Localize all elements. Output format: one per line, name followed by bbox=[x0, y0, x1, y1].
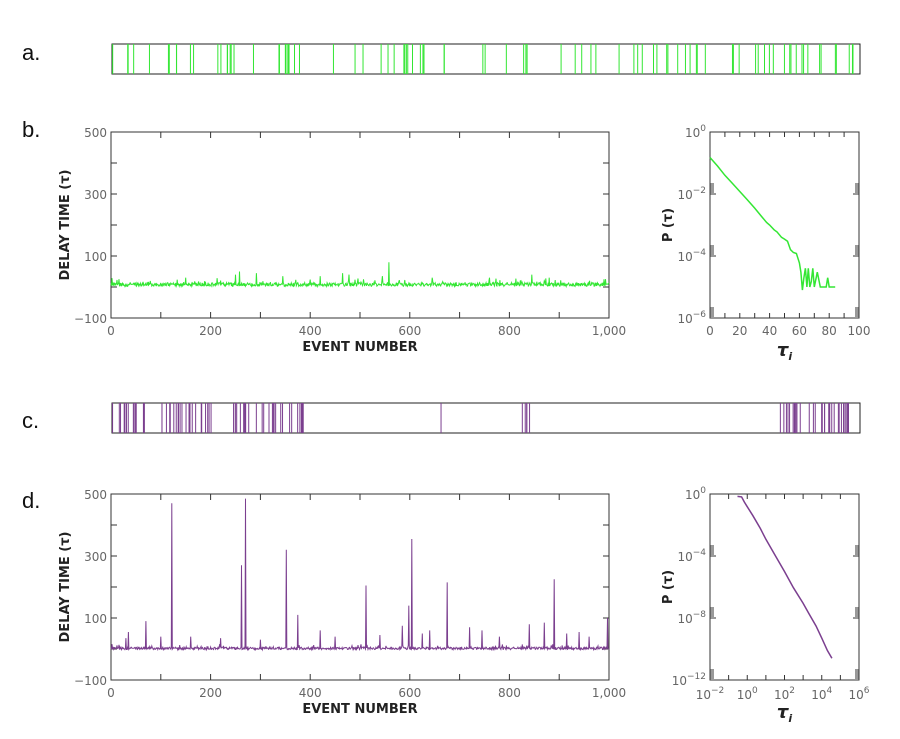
y-tick-label: 10−6 bbox=[677, 310, 706, 326]
y-axis-label: DELAY TIME (τ) bbox=[58, 532, 73, 643]
y-tick-label: 100 bbox=[685, 486, 706, 502]
plot-frame bbox=[709, 131, 860, 319]
x-tick-label: 800 bbox=[498, 324, 521, 338]
y-tick-label: 300 bbox=[84, 188, 107, 202]
x-tick-label: 102 bbox=[774, 686, 795, 702]
y-tick-label: 10−4 bbox=[677, 248, 706, 264]
x-tick-label: 20 bbox=[732, 324, 747, 338]
y-tick-label: 100 bbox=[84, 612, 107, 626]
plot-frame bbox=[110, 493, 610, 681]
y-tick-label: −100 bbox=[74, 674, 107, 688]
y-tick-label: 10−12 bbox=[672, 672, 706, 688]
tick-base: 10 bbox=[696, 688, 711, 702]
event-raster-c bbox=[111, 402, 861, 434]
raster-frame bbox=[111, 402, 861, 434]
x-tick-label: 40 bbox=[762, 324, 777, 338]
x-axis-label: EVENT NUMBER bbox=[302, 702, 417, 717]
x-tick-label: 80 bbox=[822, 324, 837, 338]
tick-exponent: −4 bbox=[693, 548, 707, 558]
tick-exponent: 0 bbox=[700, 486, 706, 496]
x-label-symbol: τ bbox=[777, 702, 789, 723]
panel-label-c: c. bbox=[22, 408, 39, 433]
x-tick-label: 800 bbox=[498, 686, 521, 700]
tick-base: 10 bbox=[737, 688, 752, 702]
distribution-line bbox=[737, 495, 833, 659]
x-axis-label: τi bbox=[777, 702, 793, 725]
tick-base: 10 bbox=[774, 688, 789, 702]
y-tick-label: 500 bbox=[84, 488, 107, 502]
plot-frame bbox=[709, 493, 860, 681]
tick-base: 10 bbox=[685, 126, 700, 140]
y-tick-label: 500 bbox=[84, 126, 107, 140]
x-tick-label: 106 bbox=[848, 686, 869, 702]
tick-base: 10 bbox=[811, 688, 826, 702]
delay-time-plot-b: 0 200 400 600 800 1,000 500 300 100 −100 EVENT NUM… bbox=[58, 126, 626, 355]
x-tick-label: 200 bbox=[199, 686, 222, 700]
x-axis-label: τi bbox=[777, 340, 793, 363]
y-tick-label: 100 bbox=[685, 124, 706, 140]
y-tick-label: 10−8 bbox=[677, 610, 706, 626]
y-tick-label: 10−2 bbox=[677, 186, 706, 202]
delay-time-plot-d: 0 200 400 600 800 1,000 500 300 100 −100 EVENT NUM… bbox=[58, 488, 626, 717]
tick-base: 10 bbox=[685, 488, 700, 502]
y-axis-label: DELAY TIME (τ) bbox=[58, 170, 73, 281]
panel-label-b: b. bbox=[22, 117, 40, 142]
tick-exponent: −2 bbox=[711, 686, 724, 696]
tick-base: 10 bbox=[677, 250, 692, 264]
tick-base: 10 bbox=[677, 312, 692, 326]
tick-exponent: −6 bbox=[693, 310, 707, 320]
tick-exponent: 4 bbox=[827, 686, 833, 696]
x-tick-label: 200 bbox=[199, 324, 222, 338]
x-tick-label: 0 bbox=[107, 324, 115, 338]
x-tick-label: 100 bbox=[737, 686, 758, 702]
y-tick-label: 100 bbox=[84, 250, 107, 264]
x-tick-label: 400 bbox=[299, 324, 322, 338]
tick-base: 10 bbox=[677, 188, 692, 202]
y-tick-label: −100 bbox=[74, 312, 107, 326]
x-label-symbol: τ bbox=[777, 340, 789, 361]
tick-base: 10 bbox=[677, 612, 692, 626]
distribution-line bbox=[709, 157, 836, 291]
panel-label-a: a. bbox=[22, 40, 40, 65]
tick-base: 10 bbox=[848, 688, 863, 702]
y-tick-label: 10−4 bbox=[677, 548, 706, 564]
x-axis-label: EVENT NUMBER bbox=[302, 340, 417, 355]
x-label-subscript: i bbox=[788, 350, 792, 363]
x-tick-label: 600 bbox=[398, 324, 421, 338]
x-tick-label: 400 bbox=[299, 686, 322, 700]
y-axis-label: P (τ) bbox=[661, 570, 676, 604]
x-tick-label: 1,000 bbox=[592, 686, 626, 700]
series-line bbox=[110, 262, 610, 289]
tick-exponent: −8 bbox=[693, 610, 707, 620]
tick-exponent: 0 bbox=[752, 686, 758, 696]
x-tick-label: 0 bbox=[107, 686, 115, 700]
tick-exponent: 6 bbox=[864, 686, 870, 696]
panel-label-d: d. bbox=[22, 488, 40, 513]
x-tick-label: 60 bbox=[792, 324, 807, 338]
x-tick-label: 10−2 bbox=[696, 686, 725, 702]
tick-exponent: 0 bbox=[700, 124, 706, 134]
x-tick-label: 100 bbox=[848, 324, 871, 338]
tick-exponent: −12 bbox=[687, 672, 706, 682]
tick-base: 10 bbox=[672, 674, 687, 688]
y-tick-label: 300 bbox=[84, 550, 107, 564]
x-label-subscript: i bbox=[788, 712, 792, 725]
plot-frame bbox=[110, 131, 610, 319]
x-tick-label: 0 bbox=[706, 324, 714, 338]
raster-frame bbox=[111, 43, 861, 75]
tick-exponent: −4 bbox=[693, 248, 707, 258]
tick-exponent: 2 bbox=[789, 686, 795, 696]
y-axis-label: P (τ) bbox=[661, 208, 676, 242]
x-tick-label: 600 bbox=[398, 686, 421, 700]
tick-exponent: −2 bbox=[693, 186, 706, 196]
x-tick-label: 104 bbox=[811, 686, 832, 702]
tick-base: 10 bbox=[677, 550, 692, 564]
x-tick-label: 1,000 bbox=[592, 324, 626, 338]
series-line bbox=[110, 498, 610, 652]
event-raster-a bbox=[111, 43, 861, 75]
